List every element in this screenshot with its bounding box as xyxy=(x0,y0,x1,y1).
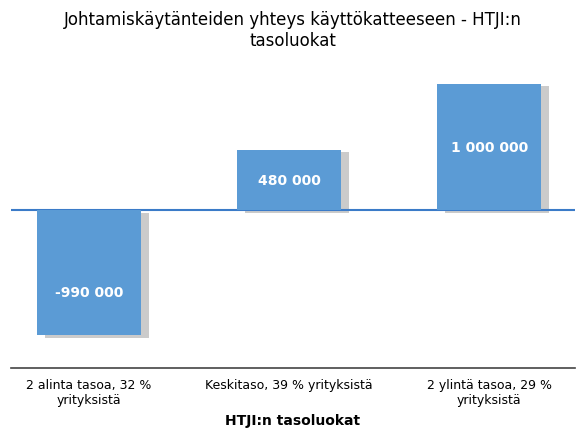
Bar xyxy=(45,213,149,338)
Text: 480 000: 480 000 xyxy=(258,173,321,187)
Bar xyxy=(37,211,141,336)
Bar xyxy=(437,85,541,211)
Bar xyxy=(237,150,341,211)
Bar xyxy=(445,87,549,213)
Text: 1 000 000: 1 000 000 xyxy=(451,141,528,155)
X-axis label: HTJI:n tasoluokat: HTJI:n tasoluokat xyxy=(226,413,360,427)
Text: -990 000: -990 000 xyxy=(54,285,123,299)
Bar xyxy=(245,153,349,213)
Title: Johtamiskäytänteiden yhteys käyttökatteeseen - HTJI:n
tasoluokat: Johtamiskäytänteiden yhteys käyttökattee… xyxy=(64,11,522,50)
